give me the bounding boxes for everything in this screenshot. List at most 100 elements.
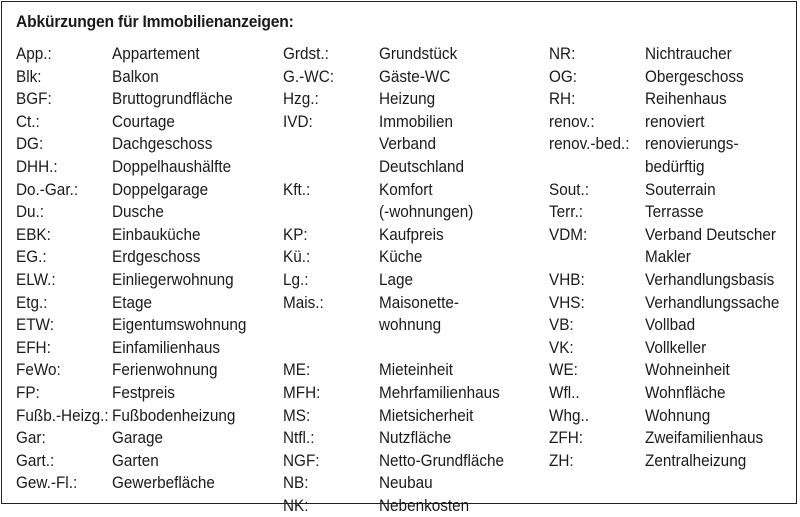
abbreviation-row: Hzg.: Heizung <box>283 88 549 111</box>
abbreviation-row: Whg.. Wohnung <box>549 405 800 428</box>
abbreviation-meaning <box>379 337 547 360</box>
abbreviation-row: EG.: Erdgeschoss <box>16 246 282 269</box>
abbreviation-term: Do.-Gar.: <box>16 179 112 202</box>
meaning-line: Nebenkosten <box>379 495 547 517</box>
meaning-line: Garten <box>112 450 280 473</box>
meaning-line-text: Doppelgarage <box>112 179 209 199</box>
meaning-line: Etage <box>112 292 280 315</box>
abbreviation-term: Blk: <box>16 66 112 89</box>
abbreviation-term-text: MS: <box>283 405 311 425</box>
meaning-line-text: Deutschland <box>379 156 465 176</box>
meaning-line-text: wohnung <box>379 315 442 335</box>
meaning-line: Vollkeller <box>645 337 800 360</box>
meaning-line-text: Komfort <box>379 179 433 199</box>
meaning-line: Doppelhaushälfte <box>112 156 280 179</box>
abbreviation-meaning: Reihenhaus <box>645 88 800 111</box>
abbreviation-meaning: Garten <box>112 450 280 473</box>
abbreviation-term-text: WE: <box>549 360 578 380</box>
abbreviation-meaning: Mieteinheit <box>379 359 547 382</box>
abbreviation-term-text: VK: <box>549 337 574 357</box>
meaning-line-text: Garage <box>112 428 164 448</box>
abbreviation-row: Ntfl.: Nutzfläche <box>283 427 549 450</box>
abbreviation-term-text: KP: <box>283 224 308 244</box>
meaning-line-text: Verhandlungsbasis <box>645 269 775 289</box>
abbreviation-term-text: renov.-bed.: <box>549 134 630 154</box>
meaning-line: Komfort <box>379 179 547 202</box>
meaning-line-text: Netto-Grundfläche <box>379 450 505 470</box>
abbreviation-meaning: Vollkeller <box>645 337 800 360</box>
abbreviation-meaning: Mehrfamilienhaus <box>379 382 547 405</box>
abbreviation-term-text: EG.: <box>16 247 47 267</box>
meaning-line: Garage <box>112 427 280 450</box>
abbreviation-row: VDM: Verband Deutscher Makler <box>549 224 800 269</box>
abbreviation-meaning: Balkon <box>112 66 280 89</box>
meaning-line: Doppelgarage <box>112 179 280 202</box>
abbreviation-term: VK: <box>549 337 645 360</box>
meaning-line: Eigentumswohnung <box>112 314 280 337</box>
meaning-line: Einliegerwohnung <box>112 269 280 292</box>
meaning-line: Wohnfläche <box>645 382 800 405</box>
abbreviation-meaning: Dusche <box>112 201 280 224</box>
meaning-line-text: Fußbodenheizung <box>112 405 236 425</box>
meaning-line-text: Etage <box>112 292 152 312</box>
abbreviation-meaning: Gäste-WC <box>379 66 547 89</box>
meaning-line-text: Vollkeller <box>645 337 707 357</box>
abbreviation-term: NGF: <box>283 450 379 473</box>
abbreviation-term: Sout.: <box>549 179 645 202</box>
meaning-line-text: Zentralheizung <box>645 450 747 470</box>
abbreviation-term: Ntfl.: <box>283 427 379 450</box>
abbreviation-meaning: Komfort (-wohnungen) <box>379 179 547 224</box>
abbreviation-row: IVD: Immobilien Verband Deutschland <box>283 111 549 179</box>
meaning-line: Küche <box>379 246 547 269</box>
meaning-line: Verband Deutscher <box>645 224 800 247</box>
abbreviation-term: MS: <box>283 405 379 428</box>
abbreviation-term-text: Fußb.-Heizg.: <box>16 405 109 425</box>
abbreviation-term-text: DG: <box>16 134 44 154</box>
meaning-line-text: Dusche <box>112 202 164 222</box>
abbreviation-term: IVD: <box>283 111 379 179</box>
meaning-line: Lage <box>379 269 547 292</box>
abbreviation-meaning: Etage <box>112 292 280 315</box>
abbreviation-term: Kft.: <box>283 179 379 224</box>
abbreviation-row: G.-WC: Gäste-WC <box>283 66 549 89</box>
meaning-line: renoviert <box>645 111 800 134</box>
abbreviation-meaning: Courtage <box>112 111 280 134</box>
meaning-line-text: Einfamilienhaus <box>112 337 221 357</box>
abbreviation-term: OG: <box>549 66 645 89</box>
meaning-line: Reihenhaus <box>645 88 800 111</box>
meaning-line: Festpreis <box>112 382 280 405</box>
abbreviation-row: KP: Kaufpreis <box>283 224 549 247</box>
meaning-line: Courtage <box>112 111 280 134</box>
meaning-line: Maisonette- <box>379 292 547 315</box>
abbreviation-term: NR: <box>549 43 645 66</box>
meaning-line: Terrasse <box>645 201 800 224</box>
abbreviation-term: EFH: <box>16 337 112 360</box>
abbreviation-term-text: Wfl.. <box>549 382 580 402</box>
abbreviation-row: DG: Dachgeschoss <box>16 133 282 156</box>
abbreviation-term-text: EFH: <box>16 337 51 357</box>
abbreviation-meaning: Vollbad <box>645 314 800 337</box>
abbreviation-term: Lg.: <box>283 269 379 292</box>
meaning-line: Netto-Grundfläche <box>379 450 547 473</box>
abbreviation-term: Fußb.-Heizg.: <box>16 405 112 428</box>
abbreviation-term-text: NK: <box>283 495 309 515</box>
abbreviation-row: MS: Mietsicherheit <box>283 405 549 428</box>
meaning-line-text: Wohneinheit <box>645 360 730 380</box>
abbreviation-meaning: Heizung <box>379 88 547 111</box>
meaning-line: Vollbad <box>645 314 800 337</box>
meaning-line-text: Neubau <box>379 473 433 493</box>
abbreviation-term: ETW: <box>16 314 112 337</box>
abbreviation-meaning: Fußbodenheizung <box>112 405 280 428</box>
meaning-line: Verhandlungssache <box>645 292 800 315</box>
abbreviation-term: DG: <box>16 133 112 156</box>
abbreviation-row: App.: Appartement <box>16 43 282 66</box>
abbreviation-row: MFH: Mehrfamilienhaus <box>283 382 549 405</box>
abbreviation-meaning: Nebenkosten <box>379 495 547 517</box>
meaning-line-text: Vollbad <box>645 315 696 335</box>
meaning-line-text <box>379 337 383 360</box>
abbreviation-term-text: FeWo: <box>16 360 61 380</box>
abbreviation-term-text: DHH.: <box>16 156 58 176</box>
column-3: NR: Nichtraucher OG: Obergeschoss RH: Reihenh… <box>549 43 800 472</box>
abbreviation-term-text: Mais.: <box>283 292 324 312</box>
meaning-line: Ferienwohnung <box>112 359 280 382</box>
